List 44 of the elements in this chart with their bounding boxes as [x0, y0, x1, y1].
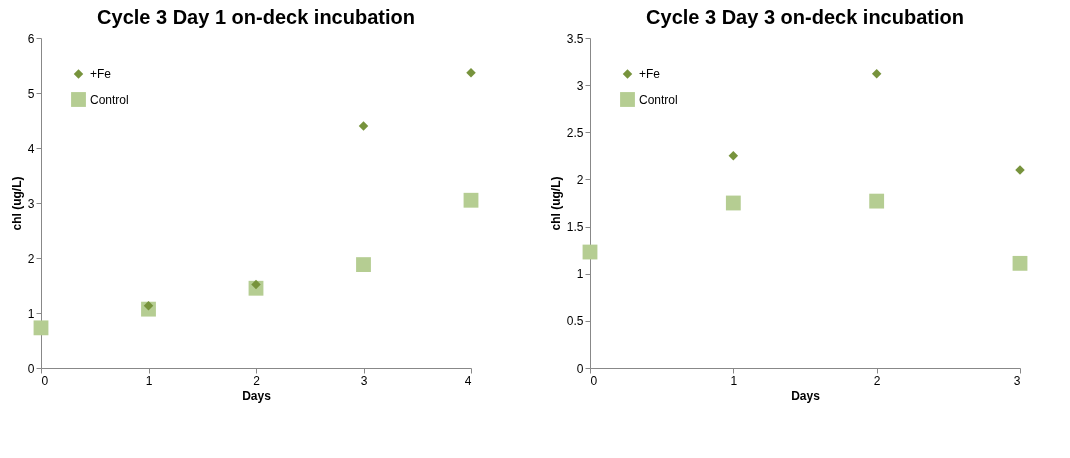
- y-tick-label: 3: [27, 196, 35, 211]
- y-axis-title: chl (ug/L): [548, 176, 563, 231]
- y-tick-label: 4: [27, 141, 35, 156]
- y-tick-label: 3: [576, 78, 584, 93]
- y-tick-label: 0.5: [566, 314, 584, 329]
- point: [466, 67, 476, 78]
- y-tick-label: 2: [27, 251, 35, 266]
- point: [725, 195, 741, 211]
- y-axis-title: chl (ug/L): [9, 176, 24, 231]
- point: [33, 320, 49, 336]
- x-tick-label: 1: [145, 373, 153, 388]
- y-tick-label: 0: [27, 361, 35, 376]
- x-tick-label: 0: [590, 373, 598, 388]
- y-tick-label: 6: [27, 31, 35, 46]
- x-tick-label: 4: [464, 373, 472, 388]
- point: [463, 192, 479, 208]
- y-tick-label: 5: [27, 86, 35, 101]
- y-tick-label: 3.5: [566, 31, 584, 46]
- x-tick-label: 3: [1013, 373, 1021, 388]
- legend-label: Control: [90, 92, 129, 107]
- y-tick-label: 2: [576, 172, 584, 187]
- point: [869, 193, 885, 209]
- y-tick-label: 1.5: [566, 220, 584, 235]
- y-tick-label: 1: [27, 306, 35, 321]
- legend-label: +Fe: [90, 67, 112, 81]
- x-axis-title: Days: [242, 388, 272, 403]
- y-tick-label: 0: [576, 361, 584, 376]
- point: [1012, 255, 1028, 271]
- point: [871, 69, 882, 79]
- x-axis-title: Days: [791, 388, 821, 403]
- x-tick-label: 2: [253, 373, 261, 388]
- legend-label: Control: [639, 92, 678, 107]
- point: [358, 121, 369, 131]
- y-tick-label: 2.5: [566, 125, 584, 140]
- legend-label: +Fe: [639, 67, 661, 81]
- point: [728, 151, 739, 161]
- x-tick-label: 1: [730, 373, 738, 388]
- point: [356, 257, 371, 273]
- x-tick-label: 0: [41, 373, 49, 388]
- x-tick-label: 2: [873, 373, 881, 388]
- chart-title: Cycle 3 Day 1 on-deck incubation: [97, 6, 415, 28]
- y-tick-label: 1: [576, 267, 584, 282]
- x-tick-label: 3: [360, 373, 368, 388]
- chart-title: Cycle 3 Day 3 on-deck incubation: [646, 6, 964, 28]
